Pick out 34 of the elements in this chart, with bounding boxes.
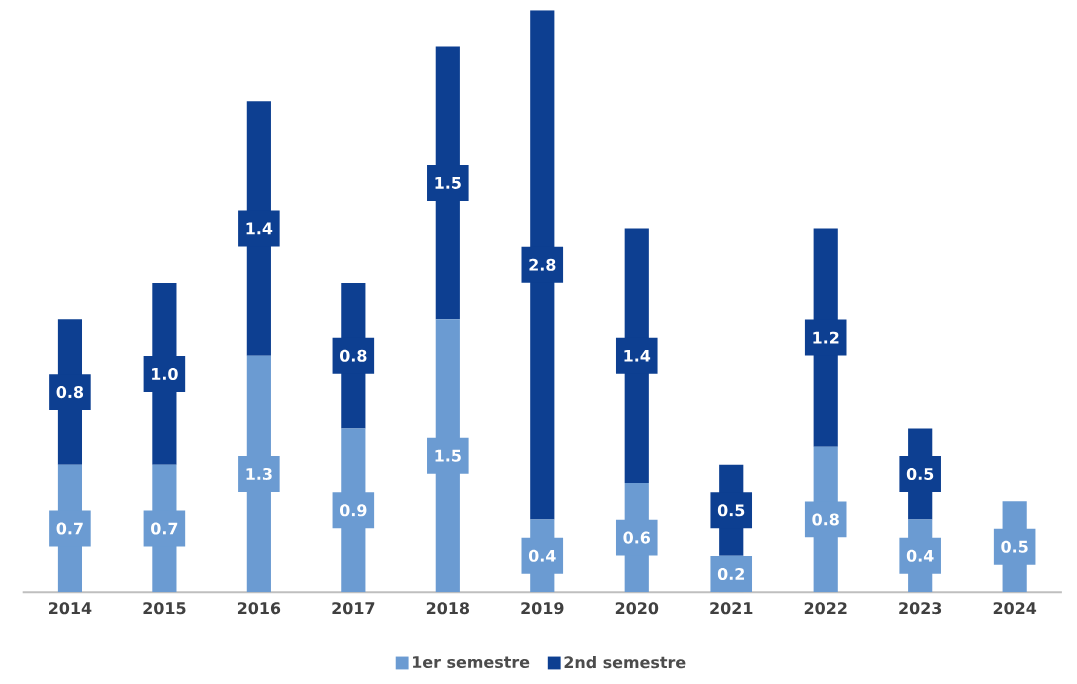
x-tick-label: 2021 <box>710 602 753 615</box>
data-label: 0.4 <box>906 549 934 562</box>
data-label: 0.6 <box>623 531 651 544</box>
legend-label: 1er semestre <box>413 656 530 669</box>
x-tick-label: 2024 <box>993 602 1037 615</box>
data-label: 0.4 <box>528 549 556 562</box>
data-label: 0.8 <box>56 386 84 399</box>
data-label: 1.3 <box>246 467 272 480</box>
data-label: 0.8 <box>339 349 367 362</box>
data-label: 0.9 <box>339 504 367 517</box>
data-label: 2.8 <box>529 258 556 271</box>
x-tick-label: 2023 <box>899 602 942 615</box>
data-label: 0.5 <box>717 504 745 517</box>
data-label: 1.4 <box>246 222 273 235</box>
legend-label: 2nd semestre <box>564 655 686 669</box>
x-tick-label: 2017 <box>332 602 375 615</box>
data-label: 0.8 <box>812 513 839 526</box>
x-tick-label: 2019 <box>521 602 564 615</box>
x-tick-label: 2022 <box>804 602 847 615</box>
x-tick-label: 2016 <box>237 602 281 615</box>
data-label: 0.7 <box>56 522 83 535</box>
data-label: 0.7 <box>151 522 178 535</box>
data-label: 1.2 <box>813 331 839 344</box>
x-tick-label: 2014 <box>49 602 92 615</box>
data-label: 1.5 <box>435 449 461 462</box>
data-label: 1.0 <box>152 367 178 380</box>
data-label: 1.5 <box>435 177 461 189</box>
data-label: 0.5 <box>906 467 934 480</box>
x-tick-label: 2020 <box>615 602 659 615</box>
data-label: 0.2 <box>717 567 744 580</box>
x-tick-label: 2018 <box>426 602 470 615</box>
data-label: 1.4 <box>624 349 651 362</box>
x-tick-label: 2015 <box>143 602 186 615</box>
data-label: 0.5 <box>1001 540 1028 553</box>
